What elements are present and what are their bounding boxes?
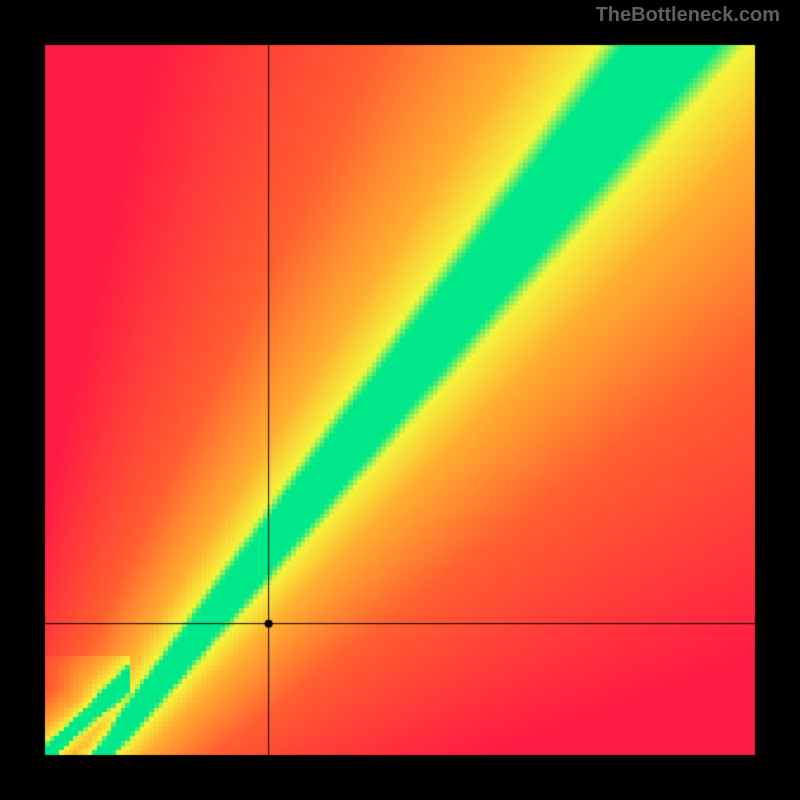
chart-container: TheBottleneck.com <box>0 0 800 800</box>
bottleneck-heatmap <box>0 0 800 800</box>
watermark-text: TheBottleneck.com <box>596 4 780 27</box>
